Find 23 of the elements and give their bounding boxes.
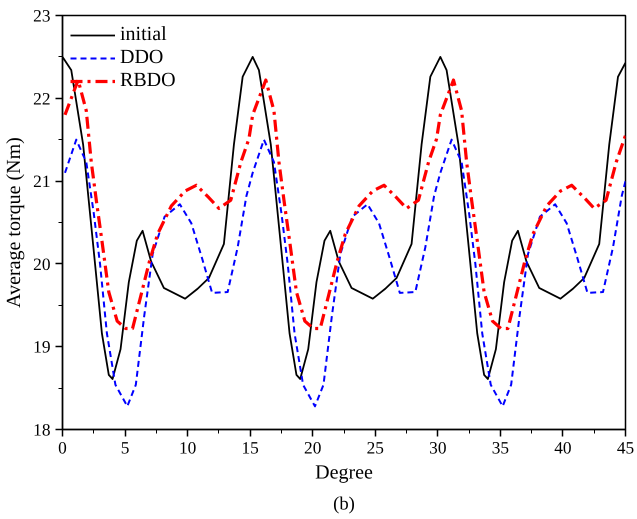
x-tick-label: 45 (616, 438, 634, 458)
y-tick-label: 18 (33, 420, 50, 440)
x-tick-label: 5 (120, 438, 130, 458)
y-tick-label: 23 (33, 6, 50, 26)
x-tick-label: 20 (304, 438, 322, 458)
x-tick-label: 10 (178, 438, 196, 458)
text: (b) (333, 494, 355, 514)
x-tick-label: 35 (492, 438, 510, 458)
x-tick-label: 40 (554, 438, 572, 458)
legend-label: RBDO (120, 69, 176, 92)
x-axis-title: Degree (315, 462, 373, 484)
x-tick-label: 0 (58, 438, 67, 458)
y-axis-title: Average torque (Nm) (3, 137, 26, 308)
y-tick-label: 19 (33, 338, 50, 357)
x-tick-label: 30 (429, 438, 446, 458)
legend-label: initial (120, 23, 167, 46)
x-tick-label: 15 (242, 438, 259, 458)
y-tick-label: 22 (33, 89, 50, 108)
legend-label: DDO (120, 46, 164, 69)
y-tick-label: 21 (33, 172, 50, 192)
y-tick-label: 20 (33, 254, 50, 274)
x-tick-label: 25 (366, 438, 384, 458)
line-series (64, 138, 626, 408)
